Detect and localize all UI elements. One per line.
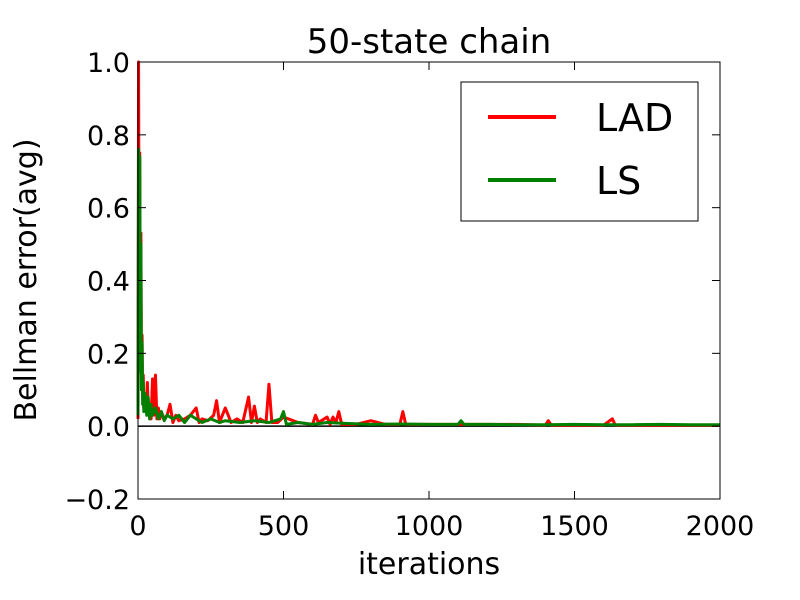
x-tick-label: 0 xyxy=(129,511,146,542)
legend-label-ls: LS xyxy=(596,159,641,203)
series-line-ls xyxy=(136,147,720,427)
legend-label-lad: LAD xyxy=(596,96,673,140)
y-tick-label: 0.2 xyxy=(87,339,130,370)
x-tick-label: 500 xyxy=(258,511,310,542)
y-tick-label: 0.6 xyxy=(87,194,130,225)
x-tick-label: 2000 xyxy=(686,511,755,542)
y-tick-label: 0.0 xyxy=(87,412,130,443)
series-layer xyxy=(136,60,720,427)
legend-box xyxy=(460,81,699,222)
y-tick-label: 0.4 xyxy=(87,267,130,298)
chart-title: 50-state chain xyxy=(307,22,552,62)
ticks-layer xyxy=(137,61,721,500)
y-tick-labels: −0.2 0.0 0.2 0.4 0.6 0.8 1.0 xyxy=(64,48,130,516)
x-axis-label: iterations xyxy=(358,547,500,582)
legend: LAD LS xyxy=(460,81,699,222)
y-tick-label: 1.0 xyxy=(87,48,130,79)
x-tick-labels: 0 500 1000 1500 2000 xyxy=(129,511,754,542)
y-tick-label: −0.2 xyxy=(64,485,130,516)
x-tick-label: 1500 xyxy=(540,511,609,542)
y-tick-label: 0.8 xyxy=(87,121,130,152)
y-axis-label: Bellman error(avg) xyxy=(9,138,44,421)
x-tick-label: 1000 xyxy=(395,511,464,542)
